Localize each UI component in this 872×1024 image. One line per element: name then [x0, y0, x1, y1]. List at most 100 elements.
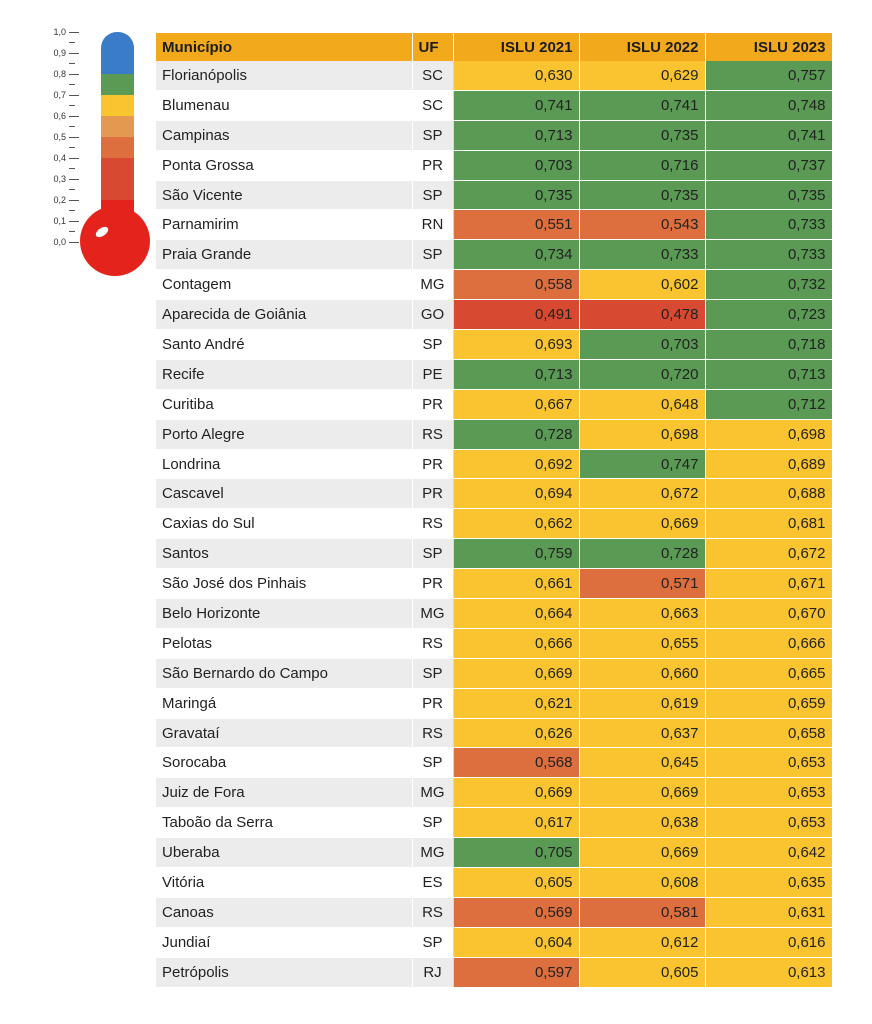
table-row: Ponta Grossa PR 0,703 0,716 0,737 — [156, 150, 833, 181]
uf-cell: PR — [411, 449, 454, 480]
islu-2021-cell: 0,662 — [453, 508, 580, 540]
municipio-cell: Uberaba — [156, 837, 413, 869]
scale-label: 0,2 — [53, 195, 66, 205]
islu-2022-cell: 0,669 — [579, 777, 706, 809]
islu-2021-cell: 0,693 — [453, 329, 580, 360]
thermometer-segment — [101, 74, 134, 95]
islu-2022-cell: 0,747 — [579, 449, 706, 480]
scale-label: 0,8 — [53, 69, 66, 79]
islu-2021-cell: 0,703 — [453, 150, 580, 181]
islu-2021-cell: 0,669 — [453, 777, 580, 809]
islu-2022-cell: 0,608 — [579, 867, 706, 898]
uf-cell: PR — [411, 688, 454, 719]
uf-cell: SP — [411, 658, 454, 689]
islu-2021-cell: 0,735 — [453, 180, 580, 211]
table-row: Maringá PR 0,621 0,619 0,659 — [156, 688, 833, 719]
header-islu-2021: ISLU 2021 — [453, 33, 580, 61]
uf-cell: SP — [411, 927, 454, 958]
scale-tick — [69, 74, 79, 75]
islu-2022-cell: 0,571 — [579, 568, 706, 600]
islu-2023-cell: 0,718 — [705, 329, 833, 360]
municipio-cell: Parnamirim — [156, 209, 413, 241]
islu-2021-cell: 0,630 — [453, 61, 580, 91]
uf-cell: RS — [411, 508, 454, 540]
islu-2022-cell: 0,602 — [579, 269, 706, 301]
thermometer-tube — [101, 32, 134, 221]
islu-2023-cell: 0,681 — [705, 508, 833, 540]
header-islu-2023: ISLU 2023 — [705, 33, 833, 61]
uf-cell: RS — [411, 718, 454, 749]
islu-2022-cell: 0,648 — [579, 389, 706, 420]
islu-2021-cell: 0,669 — [453, 658, 580, 689]
islu-2021-cell: 0,666 — [453, 628, 580, 659]
islu-2023-cell: 0,659 — [705, 688, 833, 719]
uf-cell: SP — [411, 747, 454, 779]
scale-tick — [69, 53, 79, 54]
islu-2022-cell: 0,660 — [579, 658, 706, 689]
islu-2023-cell: 0,613 — [705, 957, 833, 988]
scale-tick — [69, 137, 79, 138]
table-row: São José dos Pinhais PR 0,661 0,571 0,671 — [156, 568, 833, 600]
islu-2021-cell: 0,605 — [453, 867, 580, 898]
islu-2021-cell: 0,713 — [453, 120, 580, 151]
uf-cell: RS — [411, 897, 454, 928]
islu-2021-cell: 0,705 — [453, 837, 580, 869]
municipio-cell: São Bernardo do Campo — [156, 658, 413, 689]
scale-minor-tick — [69, 42, 75, 43]
table-row: Florianópolis SC 0,630 0,629 0,757 — [156, 61, 833, 91]
thermometer-segment — [101, 95, 134, 116]
islu-2022-cell: 0,669 — [579, 837, 706, 869]
municipio-cell: Gravataí — [156, 718, 413, 749]
table-row: Praia Grande SP 0,734 0,733 0,733 — [156, 239, 833, 271]
islu-2022-cell: 0,581 — [579, 897, 706, 928]
uf-cell: MG — [411, 269, 454, 301]
uf-cell: SP — [411, 329, 454, 360]
scale-label: 0,6 — [53, 111, 66, 121]
municipio-cell: São José dos Pinhais — [156, 568, 413, 600]
table-row: Gravataí RS 0,626 0,637 0,658 — [156, 718, 833, 749]
thermometer-segment — [101, 179, 134, 200]
islu-2022-cell: 0,655 — [579, 628, 706, 659]
islu-2021-cell: 0,621 — [453, 688, 580, 719]
table-row: Pelotas RS 0,666 0,655 0,666 — [156, 628, 833, 659]
islu-2022-cell: 0,720 — [579, 359, 706, 390]
municipio-cell: Juiz de Fora — [156, 777, 413, 809]
thermometer-segment — [101, 116, 134, 137]
islu-2021-cell: 0,568 — [453, 747, 580, 779]
uf-cell: SP — [411, 807, 454, 839]
islu-2023-cell: 0,653 — [705, 777, 833, 809]
table-row: Recife PE 0,713 0,720 0,713 — [156, 359, 833, 390]
header-uf: UF — [412, 33, 454, 61]
islu-2021-cell: 0,664 — [453, 598, 580, 629]
islu-2021-cell: 0,597 — [453, 957, 580, 988]
uf-cell: SP — [411, 538, 454, 570]
municipio-cell: Porto Alegre — [156, 419, 413, 450]
scale-tick — [69, 116, 79, 117]
islu-2022-cell: 0,478 — [579, 299, 706, 331]
table-row: São Vicente SP 0,735 0,735 0,735 — [156, 180, 833, 211]
table-row: São Bernardo do Campo SP 0,669 0,660 0,665 — [156, 658, 833, 689]
islu-2021-cell: 0,558 — [453, 269, 580, 301]
islu-2023-cell: 0,658 — [705, 718, 833, 749]
scale-tick — [69, 200, 79, 201]
scale-tick — [69, 95, 79, 96]
header-municipio: Município — [156, 33, 413, 61]
islu-2022-cell: 0,703 — [579, 329, 706, 360]
table-body: Florianópolis SC 0,630 0,629 0,757 Blumenau SC… — [156, 61, 833, 988]
table-row: Santo André SP 0,693 0,703 0,718 — [156, 329, 833, 360]
table-row: Cascavel PR 0,694 0,672 0,688 — [156, 478, 833, 510]
table-row: Londrina PR 0,692 0,747 0,689 — [156, 449, 833, 480]
uf-cell: PR — [411, 150, 454, 181]
thermometer-segment — [101, 32, 134, 53]
islu-2021-cell: 0,728 — [453, 419, 580, 450]
islu-2021-cell: 0,694 — [453, 478, 580, 510]
table-row: Jundiaí SP 0,604 0,612 0,616 — [156, 927, 833, 958]
islu-2021-cell: 0,692 — [453, 449, 580, 480]
islu-2023-cell: 0,733 — [705, 209, 833, 241]
municipio-cell: Pelotas — [156, 628, 413, 659]
uf-cell: RS — [411, 628, 454, 659]
table-row: Aparecida de Goiânia GO 0,491 0,478 0,723 — [156, 299, 833, 331]
table-row: Caxias do Sul RS 0,662 0,669 0,681 — [156, 508, 833, 540]
municipio-cell: Aparecida de Goiânia — [156, 299, 413, 331]
scale-minor-tick — [69, 63, 75, 64]
